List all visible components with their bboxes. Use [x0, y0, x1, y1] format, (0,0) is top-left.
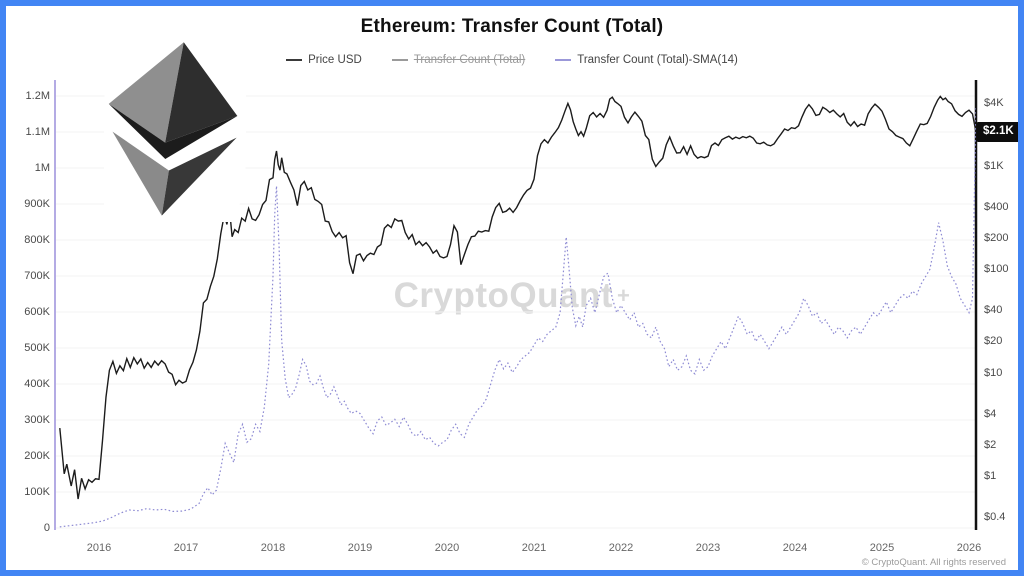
left-axis-tick-label: 600K: [24, 306, 50, 318]
legend-dash-0: [286, 59, 303, 61]
legend-dash-1: [391, 59, 408, 61]
right-axis-tick-label: $0.4: [984, 511, 1006, 524]
left-axis-tick-label: 500K: [24, 342, 50, 354]
x-axis-tick-label: 2019: [347, 542, 373, 554]
legend-item-transfer-count-sma[interactable]: Transfer Count (Total)-SMA(14): [555, 54, 738, 66]
left-axis-tick-label: 1M: [34, 162, 50, 174]
right-axis-tick-label: $100: [984, 263, 1009, 275]
x-axis-tick-label: 2025: [869, 542, 895, 554]
x-axis-tick-label: 2024: [782, 542, 808, 554]
current-price-badge: $2.1K: [977, 122, 1018, 142]
x-axis-tick-label: 2021: [521, 542, 547, 554]
x-axis-tick-label: 2022: [608, 542, 634, 554]
legend-label: Price USD: [308, 54, 362, 66]
left-axis-tick-label: 100K: [24, 486, 50, 498]
legend-label: Transfer Count (Total): [413, 54, 526, 66]
cryptoquant-watermark: CryptoQuant +: [394, 276, 631, 316]
right-axis-tick-label: $200: [984, 231, 1009, 244]
left-axis-tick-label: 400K: [24, 378, 50, 390]
legend-item-price-usd[interactable]: Price USD: [286, 54, 362, 66]
legend: Price USD Transfer Count (Total) Transfe…: [6, 54, 1018, 66]
watermark-text: CryptoQuant: [393, 276, 614, 315]
left-axis-tick-label: 1.1M: [25, 126, 50, 138]
legend-dash-2: [555, 59, 572, 61]
right-axis-tick-label: $1K: [984, 159, 1004, 172]
left-axis-tick-label: 200K: [24, 450, 50, 462]
left-axis-tick-label: 800K: [24, 234, 50, 246]
right-axis-tick-label: $40: [984, 304, 1003, 317]
series-price-usd: [59, 95, 976, 500]
series-transfer-count-total-sma-14-: [59, 106, 976, 528]
right-axis-tick-label: $1: [984, 470, 997, 482]
left-axis-tick-label: 900K: [24, 198, 50, 210]
legend-item-transfer-count[interactable]: Transfer Count (Total): [391, 54, 526, 66]
copyright-text: © CryptoQuant. All rights reserved: [861, 557, 1006, 568]
right-axis-tick-label: $10: [984, 366, 1003, 379]
x-axis-tick-label: 2026: [956, 542, 982, 554]
right-axis-tick-label: $4K: [984, 97, 1004, 110]
x-axis-tick-label: 2017: [173, 542, 199, 554]
right-axis-tick-label: $4: [984, 407, 997, 420]
x-axis-tick-label: 2018: [260, 542, 286, 554]
left-axis-tick-label: 0: [43, 522, 50, 534]
x-axis-tick-label: 2016: [86, 542, 112, 554]
right-axis-tick-label: $2: [984, 438, 997, 451]
watermark-plus-icon: +: [617, 283, 631, 308]
ethereum-logo-icon: [104, 42, 246, 222]
right-axis-tick-label: $400: [984, 200, 1009, 213]
right-axis-tick-label: $20: [984, 335, 1003, 348]
left-axis-tick-label: 700K: [24, 270, 50, 282]
chart-title: Ethereum: Transfer Count (Total): [360, 16, 664, 37]
left-axis-tick-label: 300K: [24, 414, 50, 426]
left-axis-tick-label: 1.2M: [25, 90, 50, 102]
x-axis-tick-label: 2020: [434, 542, 460, 554]
x-axis-tick-label: 2023: [695, 542, 721, 554]
legend-label: Transfer Count (Total)-SMA(14): [577, 54, 738, 66]
